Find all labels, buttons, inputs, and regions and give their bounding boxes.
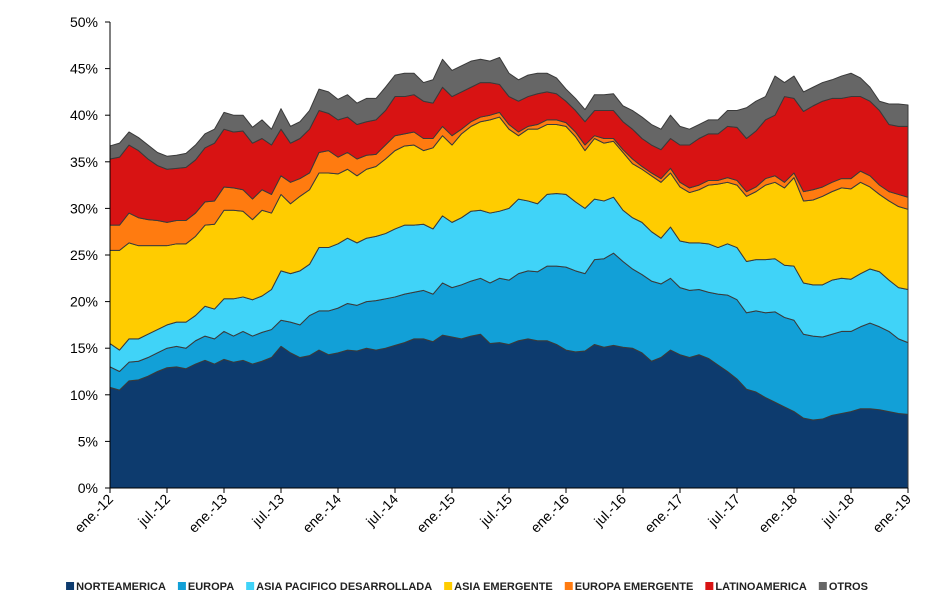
legend-label: ASIA EMERGENTE	[454, 581, 553, 593]
area	[109, 56, 909, 170]
x-tick-label: ene.-16	[527, 491, 572, 536]
legend-label: ASIA PACIFICO DESARROLLADA	[256, 581, 432, 593]
legend-swatch	[705, 582, 714, 590]
legend-label: EUROPA	[188, 581, 234, 593]
legend-swatch	[444, 582, 453, 590]
y-tick-label: 15%	[70, 340, 98, 356]
legend-swatch	[818, 582, 827, 590]
y-tick-label: 5%	[78, 433, 98, 449]
y-tick-label: 25%	[70, 247, 98, 263]
x-tick-label: jul.-12	[134, 491, 173, 530]
x-tick-label: ene.-13	[185, 491, 230, 536]
legend-swatch	[177, 582, 186, 590]
x-tick-label: jul.-17	[704, 491, 743, 530]
legend-label: OTROS	[829, 581, 868, 593]
legend-swatch	[564, 582, 573, 590]
x-tick-label: jul.-13	[248, 491, 287, 530]
y-tick-label: 40%	[70, 107, 98, 123]
y-tick-label: 35%	[70, 154, 98, 170]
x-tick-label: jul.-18	[818, 491, 857, 530]
x-tick-label: ene.-18	[755, 491, 800, 536]
legend-label: LATINOAMERICA	[715, 581, 807, 593]
x-tick-label: jul.-14	[362, 491, 401, 530]
y-tick-label: 0%	[78, 480, 98, 496]
x-tick-label: jul.-16	[590, 491, 629, 530]
legend: NORTEAMERICA EUROPA ASIA PACIFICO DESARROL…	[66, 581, 868, 593]
y-tick-label: 50%	[70, 14, 98, 30]
y-tick-label: 10%	[70, 387, 98, 403]
legend-label: EUROPA EMERGENTE	[575, 581, 694, 593]
y-tick-label: 30%	[70, 200, 98, 216]
legend-label: NORTEAMERICA	[76, 581, 166, 593]
x-tick-label: jul.-15	[476, 491, 515, 530]
x-tick-label: ene.-12	[71, 491, 116, 536]
legend-swatch	[246, 582, 255, 590]
x-tick-label: ene.-15	[413, 491, 458, 536]
x-tick-label: ene.-17	[641, 491, 686, 536]
legend-swatch	[66, 582, 75, 590]
x-tick-label: ene.-14	[299, 491, 344, 536]
y-tick-label: 20%	[70, 294, 98, 310]
y-tick-label: 45%	[70, 61, 98, 77]
x-tick-label: ene.-19	[869, 491, 914, 536]
